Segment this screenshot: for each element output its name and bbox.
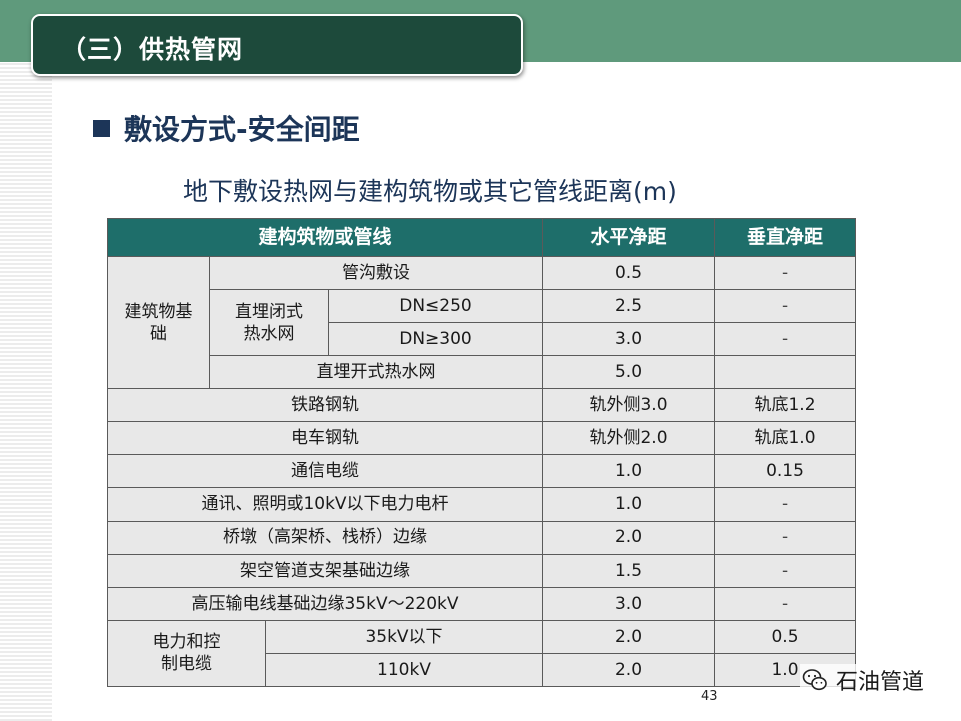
wechat-icon bbox=[802, 669, 827, 691]
table-header-row: 建构筑物或管线 水平净距 垂直净距 bbox=[106, 218, 857, 257]
vertical-value: - bbox=[714, 487, 857, 522]
group-power-cable: 电力和控制电缆 bbox=[107, 619, 266, 688]
subgroup-closed-hot-water: 直埋闭式热水网 bbox=[209, 289, 329, 357]
vertical-value: - bbox=[714, 255, 857, 291]
page-number: 43 bbox=[701, 689, 718, 704]
table-row: DN≥300 3.0 - bbox=[108, 322, 857, 357]
horizontal-value: 3.0 bbox=[542, 322, 716, 357]
row-label: 管沟敷设 bbox=[208, 255, 544, 291]
row-label: 铁路钢轨 bbox=[106, 388, 544, 423]
horizontal-value: 5.0 bbox=[542, 355, 716, 390]
horizontal-value: 2.5 bbox=[542, 289, 716, 324]
row-label: 110kV bbox=[264, 652, 544, 688]
horizontal-value: 轨外侧2.0 bbox=[542, 421, 716, 456]
header-structure: 建构筑物或管线 bbox=[106, 218, 544, 257]
watermark-text: 石油管道 bbox=[836, 670, 925, 695]
table-caption: 地下敷设热网与建构筑物或其它管线距离(m) bbox=[183, 177, 677, 206]
vertical-value: 0.15 bbox=[714, 454, 857, 489]
row-label: 高压输电线基础边缘35kV～220kV bbox=[106, 586, 544, 621]
vertical-value: - bbox=[714, 586, 857, 621]
header-horizontal: 水平净距 bbox=[542, 218, 716, 257]
vertical-value: 轨底1.0 bbox=[714, 421, 857, 456]
table-row: 架空管道支架基础边缘 1.5 - bbox=[106, 553, 857, 588]
horizontal-value: 1.5 bbox=[542, 553, 716, 588]
table-row: 通信电缆 1.0 0.15 bbox=[106, 454, 857, 489]
table-row: 直埋开式热水网 5.0 bbox=[108, 355, 857, 390]
row-label: 直埋开式热水网 bbox=[208, 355, 544, 390]
row-label: 35kV以下 bbox=[264, 619, 544, 654]
table-row: 高压输电线基础边缘35kV～220kV 3.0 - bbox=[106, 586, 857, 621]
group-label: 建筑物基础 bbox=[124, 301, 193, 344]
vertical-value: 轨底1.2 bbox=[714, 388, 857, 423]
header-vertical: 垂直净距 bbox=[714, 218, 857, 257]
left-decor-stripes bbox=[0, 62, 52, 721]
table-row: 建筑物基础 管沟敷设 0.5 - bbox=[107, 255, 857, 390]
vertical-value bbox=[714, 355, 857, 390]
section-title-box: （三）供热管网 bbox=[31, 14, 523, 76]
row-label: 通信电缆 bbox=[106, 454, 544, 489]
horizontal-value: 3.0 bbox=[542, 586, 716, 621]
horizontal-value: 轨外侧3.0 bbox=[542, 388, 716, 423]
horizontal-value: 2.0 bbox=[542, 520, 716, 555]
horizontal-value: 1.0 bbox=[542, 454, 716, 489]
horizontal-value: 2.0 bbox=[542, 652, 716, 688]
vertical-value: 0.5 bbox=[714, 619, 857, 654]
horizontal-value: 1.0 bbox=[542, 487, 716, 522]
vertical-value: - bbox=[714, 520, 857, 555]
row-label: DN≥300 bbox=[327, 322, 544, 357]
table-row: 桥墩（高架桥、栈桥）边缘 2.0 - bbox=[106, 520, 857, 555]
section-title: （三）供热管网 bbox=[61, 35, 244, 64]
group-building-foundation: 建筑物基础 bbox=[107, 255, 210, 390]
table-row: 电车钢轨 轨外侧2.0 轨底1.0 bbox=[106, 421, 857, 456]
vertical-value: - bbox=[714, 289, 857, 324]
row-label: 架空管道支架基础边缘 bbox=[106, 553, 544, 588]
vertical-value: - bbox=[714, 322, 857, 357]
group-label: 电力和控制电缆 bbox=[152, 632, 221, 675]
vertical-value: - bbox=[714, 553, 857, 588]
table-row: 通讯、照明或10kV以下电力电杆 1.0 - bbox=[106, 487, 857, 522]
table-row: 110kV 2.0 1.0 bbox=[108, 652, 857, 688]
row-label: 通讯、照明或10kV以下电力电杆 bbox=[106, 487, 544, 522]
watermark-badge: 石油管道 bbox=[800, 664, 929, 696]
row-label: 电车钢轨 bbox=[106, 421, 544, 456]
table-row: 电力和控制电缆 35kV以下 2.0 0.5 bbox=[107, 619, 857, 688]
horizontal-value: 2.0 bbox=[542, 619, 716, 654]
table-row: 铁路钢轨 轨外侧3.0 轨底1.2 bbox=[106, 388, 857, 423]
subgroup-label: 直埋闭式热水网 bbox=[234, 301, 303, 344]
row-label: 桥墩（高架桥、栈桥）边缘 bbox=[106, 520, 544, 555]
horizontal-value: 0.5 bbox=[542, 255, 716, 291]
table-row: 直埋闭式热水网 DN≤250 2.5 - bbox=[108, 289, 857, 357]
row-label: DN≤250 bbox=[327, 289, 544, 324]
slide-heading: 敷设方式-安全间距 bbox=[124, 113, 360, 146]
bullet-square-icon bbox=[93, 120, 110, 137]
distance-table: 建构筑物或管线 水平净距 垂直净距 建筑物基础 管沟敷设 0.5 - 直埋闭式热… bbox=[106, 218, 857, 688]
